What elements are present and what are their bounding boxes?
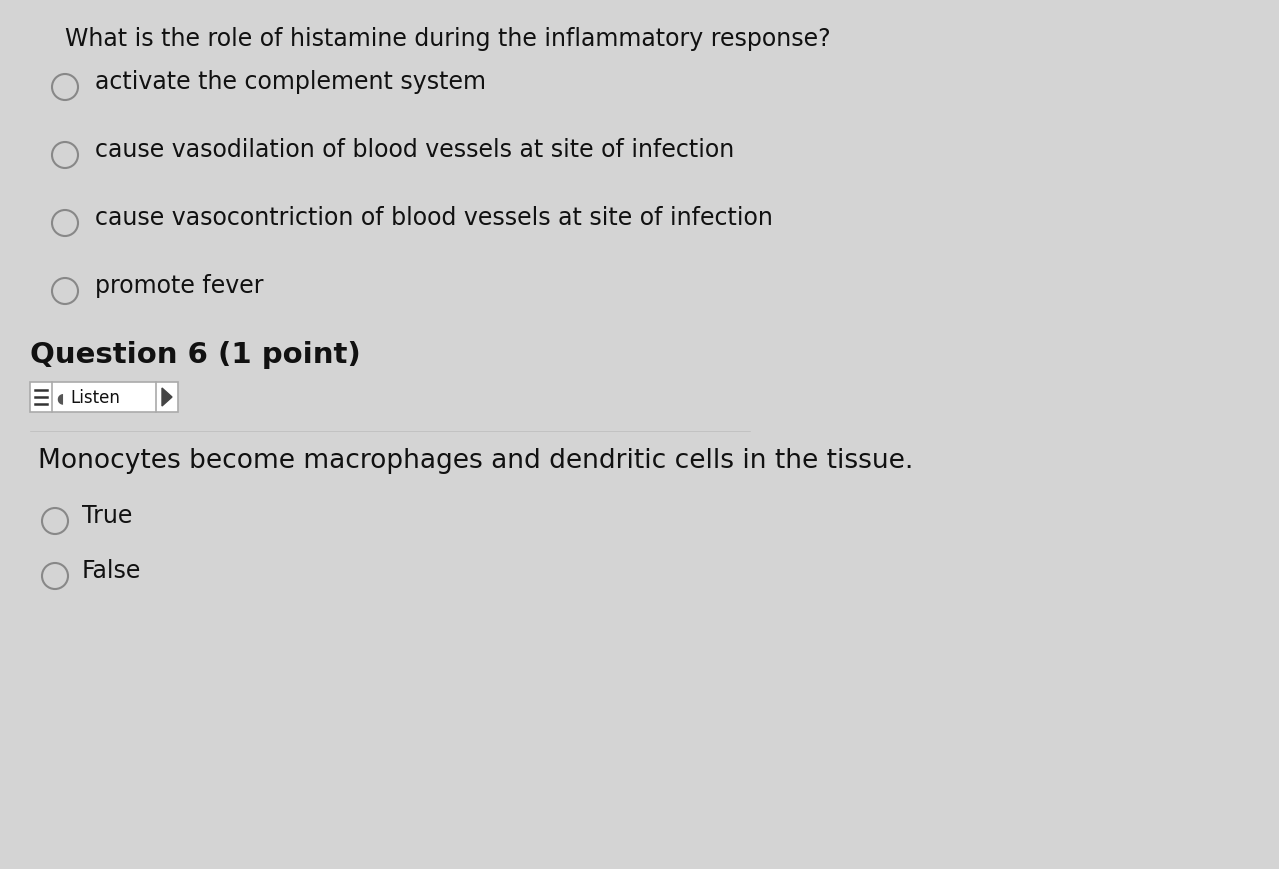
Text: True: True: [82, 503, 132, 527]
FancyBboxPatch shape: [29, 382, 178, 413]
Text: cause vasocontriction of blood vessels at site of infection: cause vasocontriction of blood vessels a…: [95, 206, 773, 229]
Text: ◖: ◖: [56, 390, 63, 405]
Text: Question 6 (1 point): Question 6 (1 point): [29, 341, 361, 368]
Circle shape: [52, 143, 78, 169]
Circle shape: [52, 211, 78, 236]
Circle shape: [42, 508, 68, 534]
Circle shape: [42, 563, 68, 589]
Text: promote fever: promote fever: [95, 274, 263, 298]
Text: cause vasodilation of blood vessels at site of infection: cause vasodilation of blood vessels at s…: [95, 138, 734, 162]
Circle shape: [52, 75, 78, 101]
Text: What is the role of histamine during the inflammatory response?: What is the role of histamine during the…: [65, 27, 830, 51]
Polygon shape: [162, 388, 171, 407]
Text: Monocytes become macrophages and dendritic cells in the tissue.: Monocytes become macrophages and dendrit…: [38, 448, 913, 474]
Circle shape: [52, 279, 78, 305]
Text: False: False: [82, 559, 142, 582]
Text: activate the complement system: activate the complement system: [95, 70, 486, 94]
Text: Listen: Listen: [70, 388, 120, 407]
